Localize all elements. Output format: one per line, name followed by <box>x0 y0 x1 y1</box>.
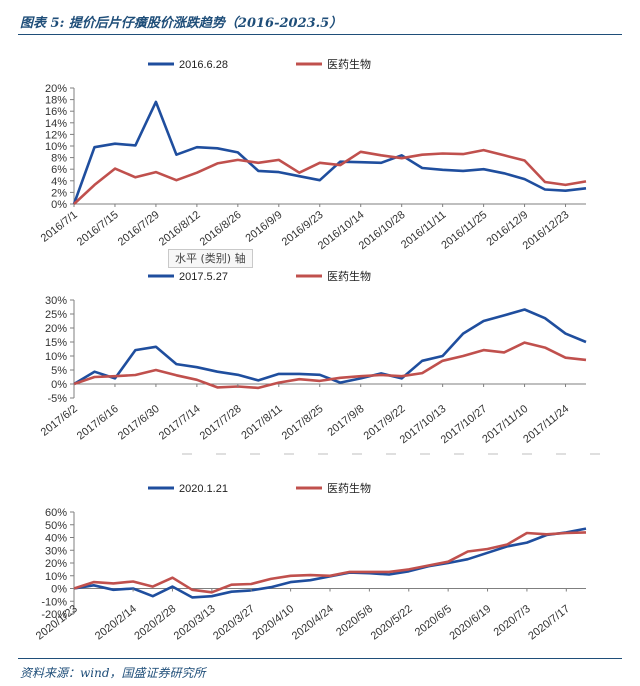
y-tick-label: -5% <box>47 393 67 405</box>
y-tick-label: 6% <box>51 164 67 176</box>
x-tick-label: 2020/2/14 <box>93 603 139 643</box>
x-tick-label: 2020/3/13 <box>172 603 218 643</box>
series-line-stock <box>72 100 587 205</box>
series-line-sector <box>73 341 587 390</box>
legend-label: 2017.5.27 <box>179 271 228 283</box>
x-tick-label: 2020/7/17 <box>526 603 572 643</box>
x-tick-label: 2017/8/25 <box>280 403 326 443</box>
y-tick-label: 50% <box>45 520 67 532</box>
y-tick-label: 15% <box>45 337 67 349</box>
y-tick-label: 14% <box>45 118 67 130</box>
legend-label: 2020.1.21 <box>179 483 228 495</box>
y-tick-label: 40% <box>45 533 67 545</box>
series-line-sector <box>73 531 587 594</box>
y-tick-label: -20% <box>41 609 67 621</box>
y-tick-label: 20% <box>45 323 67 335</box>
x-tick-label: 2016/12/23 <box>521 209 572 252</box>
x-tick-label: 2020/4/24 <box>290 603 336 643</box>
x-tick-label: 2016/8/26 <box>198 209 244 249</box>
figure-footer: 资料来源：wind，国盛证券研究所 <box>0 658 640 686</box>
header-rule <box>18 34 622 35</box>
footer-rule <box>18 658 622 659</box>
x-tick-label: 2017/7/14 <box>157 403 203 443</box>
y-tick-label: 12% <box>45 129 67 141</box>
y-tick-label: 10% <box>45 571 67 583</box>
series-line-sector <box>73 148 587 205</box>
x-tick-label: 2016/7/1 <box>39 209 80 245</box>
y-tick-label: -10% <box>41 596 67 608</box>
y-tick-label: 30% <box>45 295 67 307</box>
y-tick-label: 10% <box>45 141 67 153</box>
chart-2016: 0%2%4%6%8%10%12%14%16%18%20%2016/7/12016… <box>39 57 587 252</box>
x-tick-label: 2017/8/11 <box>239 403 284 442</box>
x-tick-label: 2016/9/9 <box>244 209 285 245</box>
source-note: 资料来源：wind，国盛证券研究所 <box>20 666 206 680</box>
y-tick-label: 16% <box>45 106 67 118</box>
x-tick-label: 2016/7/15 <box>75 209 121 249</box>
y-tick-label: 60% <box>45 507 67 519</box>
figure-title: 图表 5: 提价后片仔癀股价涨跌趋势（2016-2023.5） <box>20 16 343 31</box>
x-tick-label: 2017/7/28 <box>198 403 244 443</box>
legend-label: 医药生物 <box>327 57 371 71</box>
y-tick-label: 0% <box>51 379 67 391</box>
x-tick-label: 2016/8/12 <box>157 209 203 249</box>
y-tick-label: 10% <box>45 351 67 363</box>
y-tick-label: 4% <box>51 176 67 188</box>
y-tick-label: 20% <box>45 83 67 95</box>
x-tick-label: 2017/6/2 <box>39 403 80 439</box>
y-tick-label: 2% <box>51 187 67 199</box>
x-tick-label: 2017/6/30 <box>116 403 162 443</box>
legend-label: 2016.6.28 <box>179 59 228 71</box>
y-tick-label: 5% <box>51 365 67 377</box>
series-line-stock <box>73 308 587 386</box>
legend-label: 医药生物 <box>327 269 371 283</box>
x-tick-label: 2020/5/22 <box>369 603 415 643</box>
chart-2020: -20%-10%0%10%20%30%40%50%60%2020/1/23 202… <box>34 481 587 643</box>
axis-tooltip: 水平 (类别) 轴 <box>168 249 253 268</box>
x-tick-label: 2016/11/25 <box>439 209 489 252</box>
x-tick-label: 2016/10/28 <box>357 209 408 252</box>
chart-2017: -5%0%5%10%15%20%25%30%2017/6/22017/6/162… <box>39 269 600 455</box>
x-tick-label: 2017/6/16 <box>75 403 121 443</box>
y-tick-label: 8% <box>51 153 67 165</box>
x-tick-label: 2017/11/24 <box>521 403 571 446</box>
x-tick-label: 2016/7/29 <box>116 209 162 249</box>
x-tick-label: 2017/9/8 <box>325 403 366 439</box>
x-tick-label: 2020/2/28 <box>132 603 178 643</box>
x-tick-label: 2020/4/10 <box>251 603 297 643</box>
y-tick-label: 30% <box>45 545 67 557</box>
y-tick-label: 20% <box>45 558 67 570</box>
x-tick-label: 2020/3/27 <box>211 603 257 643</box>
legend-label: 医药生物 <box>327 481 371 495</box>
y-tick-label: 25% <box>45 309 67 321</box>
y-tick-label: 0% <box>51 584 67 596</box>
x-tick-label: 2020/6/19 <box>447 603 493 643</box>
y-tick-label: 18% <box>45 95 67 107</box>
figure-header: 图表 5: 提价后片仔癀股价涨跌趋势（2016-2023.5） <box>0 10 640 36</box>
y-tick-label: 0% <box>51 199 67 211</box>
